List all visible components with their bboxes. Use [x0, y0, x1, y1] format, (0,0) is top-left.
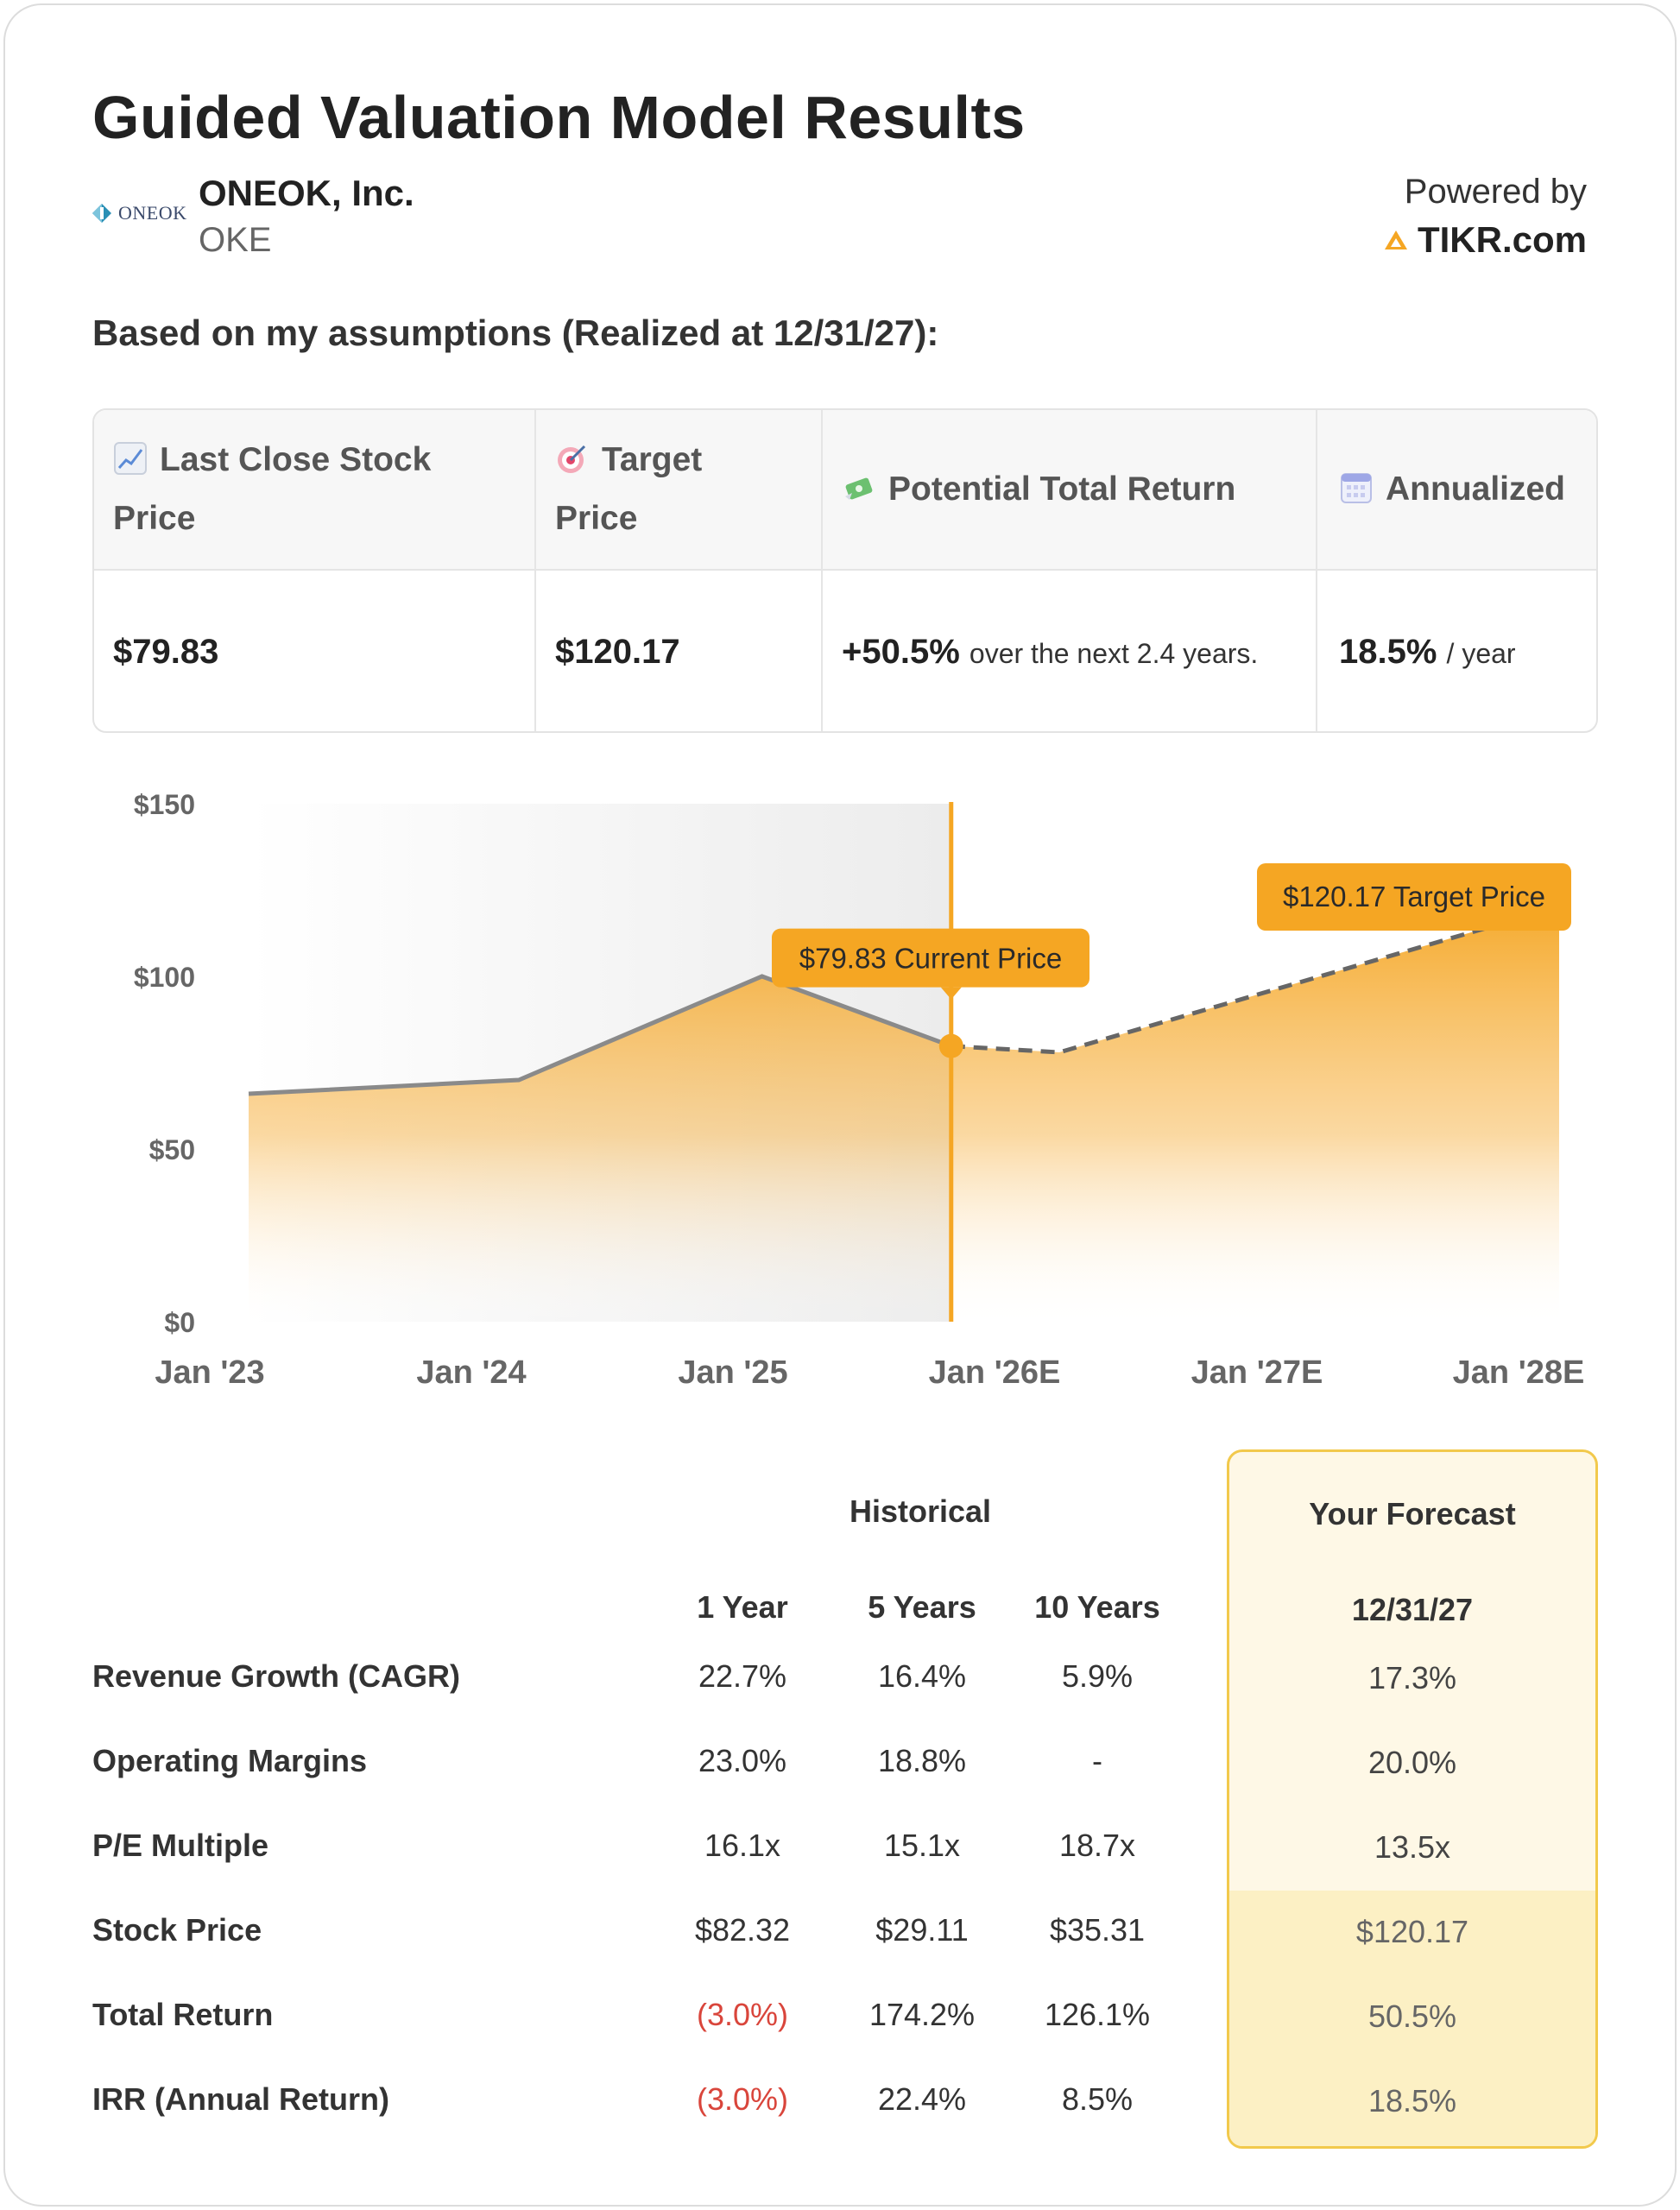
forecast-cell: 50.5% [1367, 1998, 1457, 2034]
table-row-label: Total Return [92, 1997, 274, 2032]
target-icon [558, 445, 586, 473]
y-tick-label: $50 [149, 1134, 195, 1165]
table-cell: 15.1x [883, 1828, 961, 1863]
assumptions-heading: Based on my assumptions (Realized at 12/… [92, 313, 939, 353]
historical-heading: Historical [849, 1493, 992, 1529]
table-cell: 18.8% [877, 1743, 967, 1778]
stats-divider [821, 410, 823, 731]
forecast-cell: $120.17 [1355, 1914, 1469, 1949]
table-cell: 23.0% [698, 1743, 787, 1778]
col-forecast-date: 12/31/27 [1351, 1592, 1474, 1627]
table-row-label: Stock Price [92, 1912, 262, 1948]
last-close-value: $79.83 [113, 633, 219, 671]
provider-link[interactable]: TIKR.com [1383, 219, 1587, 261]
forecast-price-line [951, 904, 1560, 1055]
annualized-value: 18.5% / year [1339, 633, 1516, 671]
current-price-label: $79.83 Current Price [799, 943, 1063, 975]
table-cell: 174.2% [868, 1997, 976, 2032]
forecast-heading: Your Forecast [1309, 1496, 1516, 1531]
header-annualized: Annualized [1339, 460, 1565, 519]
col-1-year: 1 Year [697, 1589, 788, 1625]
tikr-logo-icon [1384, 230, 1407, 249]
table-cell: $82.32 [694, 1912, 791, 1948]
page-title: Guided Valuation Model Results [92, 84, 1026, 151]
table-cell: $35.31 [1049, 1912, 1146, 1948]
stats-divider [1316, 410, 1317, 731]
x-tick-label: Jan '23 [155, 1354, 264, 1391]
header-last-close: Last Close Stock Price [113, 441, 432, 537]
price-area [249, 906, 1559, 1322]
chart-increasing-icon [114, 442, 147, 475]
table-row-label: Operating Margins [92, 1743, 368, 1778]
historical-price-line [248, 974, 952, 1096]
results-card: Guided Valuation Model Results ONEOK ONE… [3, 3, 1677, 2207]
price-chart: $150 $100 $50 $0 Jan '23 Jan '24 Jan '25 Jan '2… [134, 789, 1585, 1391]
table-cell: 16.1x [704, 1828, 781, 1863]
forecast-cell: 18.5% [1367, 2083, 1457, 2118]
y-tick-label: $0 [164, 1307, 195, 1338]
target-price-label: $120.17 Target Price [1283, 881, 1545, 912]
forecast-cell: 20.0% [1367, 1745, 1457, 1780]
table-cell: (3.0%) [696, 1997, 789, 2032]
table-cell: 126.1% [1044, 1997, 1151, 2032]
stats-divider [534, 410, 536, 731]
header-potential-return: Potential Total Return [842, 460, 1235, 519]
x-tick-label: Jan '25 [678, 1354, 787, 1391]
y-tick-label: $100 [134, 962, 195, 993]
col-5-years: 5 Years [868, 1589, 976, 1625]
target-value: $120.17 [555, 633, 680, 671]
target-price-callout [1257, 863, 1571, 931]
provider-name: TIKR.com [1417, 219, 1587, 260]
table-cell: 8.5% [1061, 2081, 1134, 2117]
y-tick-label: $150 [134, 789, 195, 820]
table-row-label: IRR (Annual Return) [92, 2081, 389, 2117]
table-cell: 5.9% [1061, 1658, 1134, 1694]
money-with-wings-icon [845, 477, 873, 500]
x-tick-label: Jan '24 [416, 1354, 526, 1391]
ticker-symbol: OKE [199, 221, 272, 259]
x-tick-label: Jan '26E [929, 1354, 1061, 1391]
current-price-callout-pointer [940, 987, 962, 1000]
table-cell: 22.4% [877, 2081, 967, 2117]
x-tick-label: Jan '28E [1453, 1354, 1585, 1391]
powered-by-label: Powered by [1404, 173, 1587, 211]
table-row-label: Revenue Growth (CAGR) [92, 1658, 461, 1694]
forecast-cell: 17.3% [1367, 1660, 1457, 1695]
forecast-panel-highlight [1229, 1891, 1595, 2146]
current-price-callout [772, 928, 1089, 988]
table-row-label: P/E Multiple [92, 1828, 269, 1863]
logo-wordmark: ONEOK [118, 202, 187, 224]
table-cell: 18.7x [1058, 1828, 1136, 1863]
current-price-marker [938, 1033, 963, 1058]
table-cell: 16.4% [877, 1658, 967, 1694]
col-10-years: 10 Years [1034, 1589, 1160, 1625]
oneok-logo-icon [92, 204, 111, 223]
table-cell: - [1092, 1743, 1102, 1778]
company-logo: ONEOK [91, 202, 187, 224]
table-cell: 22.7% [698, 1658, 787, 1694]
table-cell: $29.11 [875, 1912, 969, 1948]
x-tick-label: Jan '27E [1191, 1354, 1323, 1391]
calendar-icon [1341, 473, 1372, 503]
potential-return-value: +50.5% over the next 2.4 years. [842, 633, 1259, 671]
forecast-cell: 13.5x [1374, 1829, 1451, 1865]
summary-stats-table: Last Close Stock Price Target Price Pote… [92, 408, 1598, 733]
forecast-panel [1227, 1449, 1598, 2149]
company-name: ONEOK, Inc. [199, 173, 414, 213]
table-cell: (3.0%) [696, 2081, 789, 2117]
header-target: Target Price [555, 441, 703, 537]
